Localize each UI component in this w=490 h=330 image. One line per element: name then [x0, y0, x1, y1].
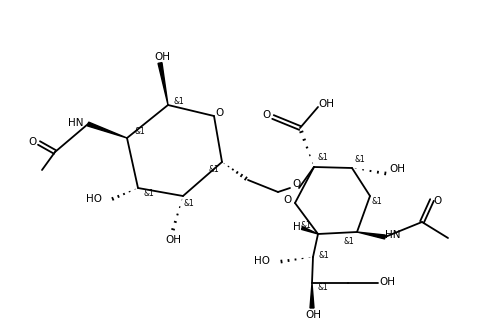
- Text: &1: &1: [135, 126, 146, 136]
- Text: OH: OH: [318, 99, 334, 109]
- Text: &1: &1: [343, 238, 354, 247]
- Text: O: O: [292, 179, 300, 189]
- Text: &1: &1: [173, 96, 184, 106]
- Polygon shape: [301, 227, 318, 234]
- Text: O: O: [215, 108, 223, 118]
- Text: &1: &1: [318, 282, 328, 291]
- Text: O: O: [433, 196, 441, 206]
- Text: &1: &1: [318, 153, 328, 162]
- Text: HO: HO: [254, 256, 270, 266]
- Text: &1: &1: [355, 154, 366, 163]
- Text: HN: HN: [385, 230, 401, 240]
- Text: &1: &1: [301, 221, 311, 230]
- Text: O: O: [28, 137, 36, 147]
- Text: &1: &1: [209, 166, 220, 175]
- Text: H: H: [293, 222, 301, 232]
- Text: &1: &1: [144, 189, 154, 199]
- Text: &1: &1: [371, 196, 382, 206]
- Polygon shape: [357, 232, 385, 239]
- Text: O: O: [262, 110, 270, 120]
- Text: OH: OH: [305, 310, 321, 320]
- Text: O: O: [283, 195, 291, 205]
- Text: OH: OH: [154, 52, 170, 62]
- Text: &1: &1: [318, 250, 329, 259]
- Text: HN: HN: [68, 118, 83, 128]
- Polygon shape: [158, 63, 168, 105]
- Text: &1: &1: [184, 199, 195, 208]
- Text: OH: OH: [165, 235, 181, 245]
- Polygon shape: [310, 283, 314, 308]
- Text: OH: OH: [389, 164, 405, 174]
- Polygon shape: [87, 122, 127, 138]
- Text: OH: OH: [379, 277, 395, 287]
- Text: HO: HO: [86, 194, 102, 204]
